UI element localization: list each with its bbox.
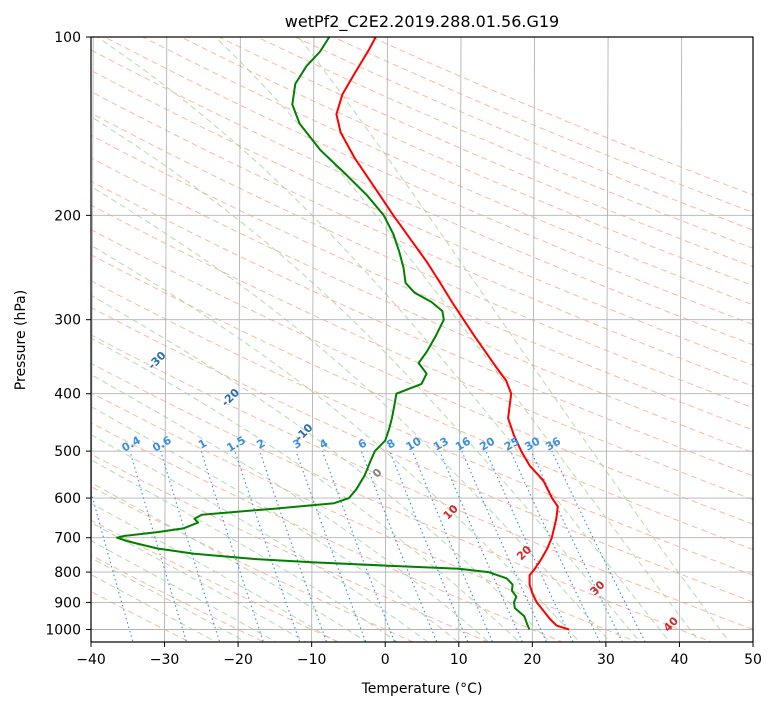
x-tick-label: 0 <box>381 652 390 668</box>
x-tick-label: −40 <box>76 652 106 668</box>
y-tick-label: 400 <box>54 387 81 403</box>
y-tick-label: 900 <box>54 595 81 611</box>
y-tick-label: 800 <box>54 565 81 581</box>
x-axis-label: Temperature (°C) <box>361 681 483 697</box>
x-tick-label: −20 <box>223 652 253 668</box>
x-tick-label: 30 <box>597 652 615 668</box>
y-tick-label: 700 <box>54 531 81 547</box>
y-tick-label: 100 <box>54 30 81 46</box>
x-tick-label: 50 <box>744 652 762 668</box>
x-tick-label: −30 <box>150 652 180 668</box>
x-tick-label: 10 <box>450 652 468 668</box>
y-tick-label: 600 <box>54 491 81 507</box>
y-axis-label: Pressure (hPa) <box>13 290 29 390</box>
y-tick-label: 200 <box>54 208 81 224</box>
x-tick-label: 40 <box>671 652 689 668</box>
y-tick-label: 300 <box>54 313 81 329</box>
chart-title: wetPf2_C2E2.2019.288.01.56.G19 <box>285 12 559 32</box>
y-tick-label: 1000 <box>45 623 81 639</box>
x-tick-label: −10 <box>297 652 327 668</box>
x-tick-label: 20 <box>523 652 541 668</box>
y-tick-label: 500 <box>54 444 81 460</box>
